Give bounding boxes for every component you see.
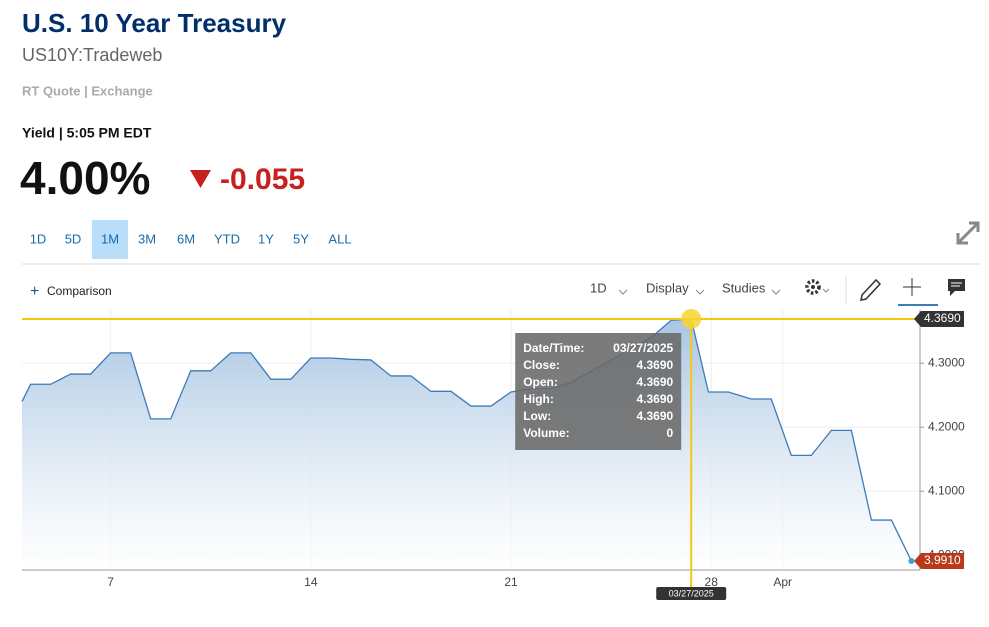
tooltip-key: Low: — [523, 409, 551, 423]
source: RT Quote | Exchange — [22, 83, 153, 98]
x-tick-label: 28 — [705, 575, 719, 589]
plus-icon: + — [30, 283, 39, 300]
down-arrow — [190, 170, 211, 188]
range-active — [92, 220, 128, 259]
range-button[interactable]: 3M — [138, 231, 156, 246]
date-badge — [656, 587, 727, 600]
range-button[interactable]: 1M — [101, 231, 119, 246]
range-button[interactable]: YTD — [214, 231, 240, 246]
range-button[interactable]: 1Y — [258, 231, 274, 246]
last-value-badge — [914, 553, 964, 570]
tooltip-key: Date/Time: — [523, 341, 584, 355]
range-button[interactable]: 1D — [30, 231, 47, 246]
crosshair-label: 4.3690 — [924, 311, 961, 325]
crosshair-icon[interactable] — [903, 278, 921, 296]
date-label: 03/27/2025 — [669, 588, 714, 598]
symbol: US10Y:Tradeweb — [22, 45, 162, 65]
range-button[interactable]: ALL — [328, 231, 351, 246]
draw-icon[interactable] — [860, 278, 882, 301]
tooltip-value: 4.3690 — [637, 358, 674, 372]
tooltip-key: High: — [523, 392, 554, 406]
change: -0.055 — [220, 163, 305, 196]
tooltip-value: 4.3690 — [637, 375, 674, 389]
yield-label: Yield | 5:05 PM EDT — [22, 125, 152, 141]
price: 4.00% — [20, 152, 150, 204]
y-tick-label: 4.3000 — [928, 355, 965, 369]
display-menu[interactable]: Display — [646, 280, 689, 295]
tooltip-key: Open: — [523, 375, 558, 389]
range-button[interactable]: 5Y — [293, 231, 309, 246]
x-tick-label: 21 — [504, 575, 518, 589]
tooltip-key: Close: — [523, 358, 560, 372]
crosshair-badge — [914, 310, 964, 327]
area-fill — [22, 318, 912, 570]
range-button[interactable]: 6M — [177, 231, 195, 246]
tooltip-value: 03/27/2025 — [613, 341, 673, 355]
last-value-label: 3.9910 — [924, 553, 961, 567]
range-buttons: 1D 5D 1M 3M 6M YTD 1Y 5Y ALL — [30, 220, 352, 259]
range-button[interactable]: 5D — [65, 231, 82, 246]
x-tick-label: Apr — [773, 575, 792, 589]
tooltip-value: 0 — [667, 426, 674, 440]
chevron — [771, 289, 781, 295]
expand-icon[interactable] — [956, 221, 980, 245]
tooltip-key: Volume: — [523, 426, 569, 440]
tooltip-value: 4.3690 — [637, 409, 674, 423]
tooltip — [515, 333, 682, 450]
chart: 7142128Apr4.00004.10004.20004.30003.9910… — [21, 308, 965, 600]
line — [21, 318, 913, 562]
y-tick-label: 4.2000 — [928, 419, 965, 433]
last-point — [908, 558, 915, 565]
tooltip-value: 4.3690 — [637, 392, 674, 406]
chevron — [695, 289, 705, 295]
x-tick-label: 14 — [304, 575, 318, 589]
title: U.S. 10 Year Treasury — [22, 8, 287, 38]
comment-icon[interactable] — [948, 279, 965, 296]
y-tick-label: 4.1000 — [928, 483, 965, 497]
chevron — [618, 289, 628, 295]
x-tick-label: 7 — [107, 575, 114, 589]
settings-icon[interactable] — [805, 279, 830, 295]
comparison-button[interactable]: Comparison — [47, 284, 112, 298]
studies-menu[interactable]: Studies — [722, 280, 766, 295]
interval-menu[interactable]: 1D — [590, 280, 607, 295]
crosshair-dot — [681, 308, 702, 329]
